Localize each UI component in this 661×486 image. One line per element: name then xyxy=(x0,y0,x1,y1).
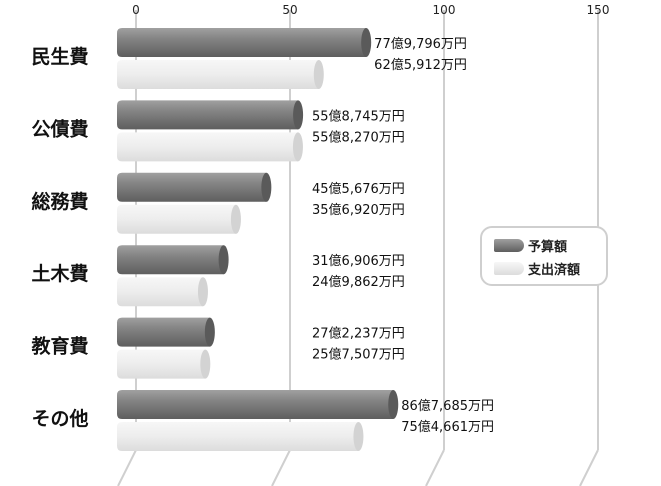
bar xyxy=(117,100,304,130)
legend-item-spent: 支出済額 xyxy=(494,259,581,278)
bar xyxy=(117,245,229,275)
bar xyxy=(117,204,241,234)
bar-cap xyxy=(388,390,399,419)
bar-body xyxy=(117,204,236,234)
gridline-foot xyxy=(579,449,599,486)
bar xyxy=(117,172,272,202)
bar xyxy=(117,60,324,89)
bar-body xyxy=(117,349,206,379)
bar xyxy=(117,349,211,379)
legend-label-spent: 支出済額 xyxy=(528,262,581,278)
data-label: 75億4,661万円 xyxy=(401,419,494,435)
bar-body xyxy=(117,28,367,57)
x-tick-label: 0 xyxy=(132,3,140,17)
legend: 予算額 支出済額 xyxy=(480,226,608,286)
bar xyxy=(117,277,208,307)
legend-swatch-budget xyxy=(494,238,524,252)
bar-body xyxy=(117,60,319,89)
data-label: 62億5,912万円 xyxy=(374,57,467,73)
category-label: 民生費 xyxy=(31,45,88,68)
legend-label-budget: 予算額 xyxy=(528,239,568,255)
data-label: 45億5,676万円 xyxy=(312,181,405,197)
category-label: 総務費 xyxy=(31,190,88,213)
bar-body xyxy=(117,422,359,451)
data-label: 86億7,685万円 xyxy=(401,398,494,414)
data-label: 31億6,906万円 xyxy=(312,253,405,269)
category-label: 教育費 xyxy=(31,335,88,358)
bar-cap xyxy=(293,100,304,130)
gridline-foot xyxy=(425,449,445,486)
x-tick-label: 100 xyxy=(433,3,456,17)
bar-cap xyxy=(218,245,229,275)
bar-cap xyxy=(313,60,324,89)
data-label: 27億2,237万円 xyxy=(312,326,405,342)
bar-cap xyxy=(230,204,241,234)
category-label: 土木費 xyxy=(31,262,88,285)
data-label: 55億8,270万円 xyxy=(312,129,405,145)
bar-cap xyxy=(204,317,215,347)
bar-cap xyxy=(292,132,303,162)
bar-body xyxy=(117,100,299,130)
x-tick-label: 50 xyxy=(282,3,297,17)
data-label: 55億8,745万円 xyxy=(312,108,405,124)
data-label: 24億9,862万円 xyxy=(312,274,405,290)
bar-cap xyxy=(261,172,272,202)
bar-body xyxy=(117,245,224,275)
bar xyxy=(117,132,303,162)
bar xyxy=(117,317,215,347)
data-label: 77億9,796万円 xyxy=(374,36,467,52)
data-label: 25億7,507万円 xyxy=(312,347,405,363)
bar-cap xyxy=(200,349,211,379)
bar-cap xyxy=(353,422,364,451)
gridline-foot xyxy=(271,449,291,486)
bar xyxy=(117,422,364,451)
data-labels: 77億9,796万円 62億5,912万円 55億8,745万円 55億8,270万円… xyxy=(312,36,494,435)
legend-swatch-spent xyxy=(494,261,524,275)
bar-body xyxy=(117,317,210,347)
legend-item-budget: 予算額 xyxy=(494,236,568,255)
bars xyxy=(117,28,399,451)
bar-body xyxy=(117,132,298,162)
gridline-foot xyxy=(117,449,137,486)
bar-body xyxy=(117,172,267,202)
category-label: その他 xyxy=(31,407,88,430)
bar xyxy=(117,28,372,57)
bar-cap xyxy=(361,28,372,57)
x-axis-ticks: 0 50 100 150 xyxy=(132,3,609,17)
data-label: 35億6,920万円 xyxy=(312,202,405,218)
bar-cap xyxy=(197,277,208,307)
x-tick-label: 150 xyxy=(587,3,610,17)
category-label: 公債費 xyxy=(31,117,88,140)
bar-body xyxy=(117,277,203,307)
bar xyxy=(117,390,399,419)
bar-body xyxy=(117,390,394,419)
